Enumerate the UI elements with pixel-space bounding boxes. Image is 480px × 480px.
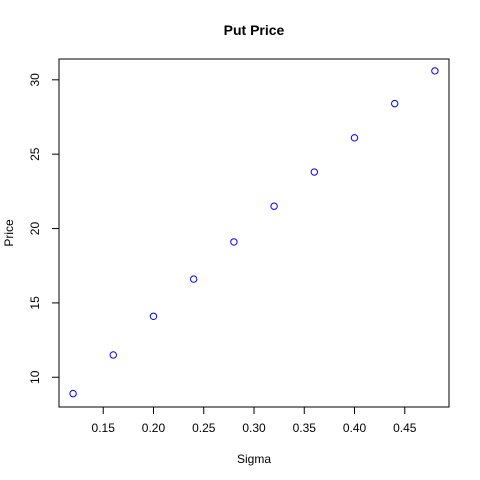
y-tick-label: 15 [28, 296, 42, 310]
y-tick-label: 30 [28, 73, 42, 87]
data-point [149, 312, 158, 320]
x-tick-label: 0.30 [242, 421, 266, 435]
x-axis: 0.15 0.20 0.25 0.30 0.35 0.40 0.45 [92, 406, 417, 435]
data-point [109, 351, 117, 359]
data-point [189, 275, 198, 283]
x-axis-label: Sigma [237, 452, 271, 466]
plot-frame [58, 58, 450, 408]
y-axis-label: Price [2, 219, 16, 247]
data-point [230, 238, 238, 246]
x-tick-label: 0.35 [293, 421, 317, 435]
x-tick-label: 0.25 [192, 421, 216, 435]
data-points [69, 67, 439, 398]
x-tick-label: 0.45 [393, 421, 417, 435]
x-tick-label: 0.20 [142, 421, 166, 435]
data-point [310, 168, 319, 176]
data-point [270, 202, 278, 210]
y-tick-label: 20 [28, 222, 42, 236]
data-point [69, 389, 77, 398]
data-point [431, 67, 439, 75]
chart-title: Put Price [224, 22, 285, 38]
y-axis: 10 15 20 25 30 [28, 73, 60, 384]
y-tick-label: 10 [28, 370, 42, 384]
x-tick-label: 0.40 [343, 421, 367, 435]
y-tick-label: 25 [28, 147, 42, 161]
data-point [391, 99, 399, 108]
x-tick-label: 0.15 [92, 421, 116, 435]
data-point [350, 134, 359, 142]
